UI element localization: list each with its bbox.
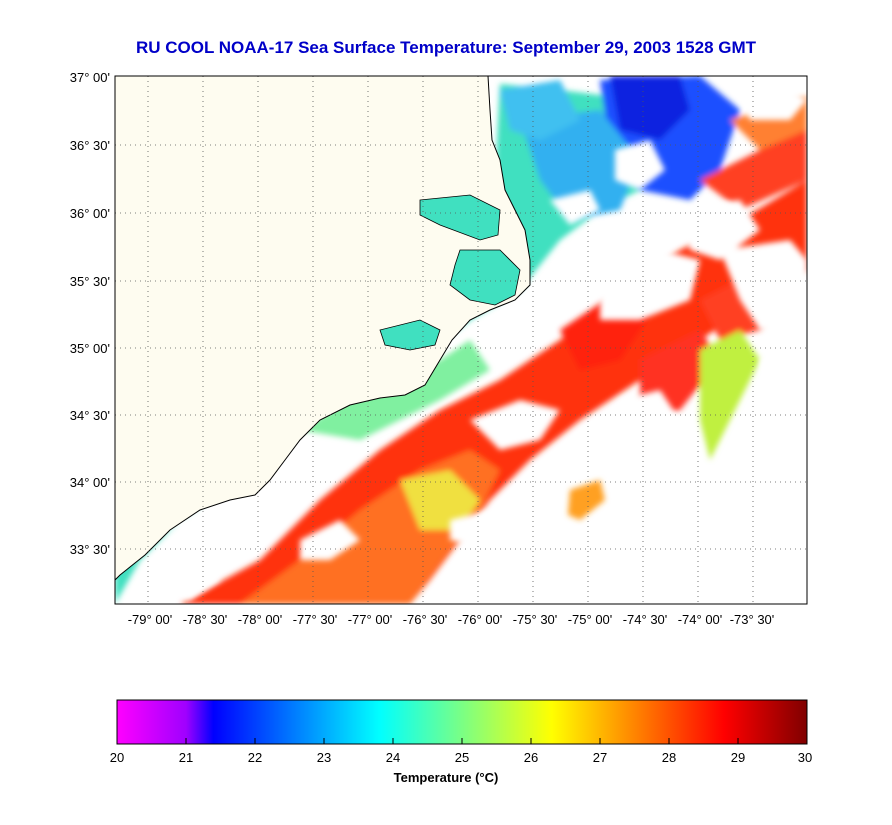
lon-label: -74° 00' bbox=[678, 612, 723, 627]
map-title: RU COOL NOAA-17 Sea Surface Temperature:… bbox=[135, 38, 757, 57]
lon-label: -76° 30' bbox=[403, 612, 448, 627]
lon-label: -77° 30' bbox=[293, 612, 338, 627]
lon-label: -77° 00' bbox=[348, 612, 393, 627]
sst-map bbox=[115, 76, 807, 604]
colorbar-tick-label: 29 bbox=[731, 750, 745, 765]
lon-label: -76° 00' bbox=[458, 612, 503, 627]
colorbar-ticks bbox=[116, 738, 808, 744]
colorbar-tick-label: 26 bbox=[524, 750, 538, 765]
colorbar-gradient bbox=[116, 699, 808, 745]
colorbar-tick-label: 28 bbox=[662, 750, 676, 765]
lon-label: -78° 30' bbox=[183, 612, 228, 627]
lat-label: 34° 30' bbox=[70, 408, 110, 423]
lat-label: 35° 30' bbox=[70, 274, 110, 289]
colorbar-tick-label: 27 bbox=[593, 750, 607, 765]
colorbar-label: Temperature (°C) bbox=[393, 770, 499, 785]
colorbar: 20 21 22 23 24 25 26 27 28 29 30 bbox=[110, 699, 812, 765]
colorbar-tick-label: 20 bbox=[110, 750, 124, 765]
lon-label: -74° 30' bbox=[623, 612, 668, 627]
lon-label: -73° 30' bbox=[730, 612, 775, 627]
lat-label: 36° 30' bbox=[70, 138, 110, 153]
cloud-cover bbox=[160, 90, 807, 600]
lat-label: 33° 30' bbox=[70, 542, 110, 557]
lat-label: 34° 00' bbox=[70, 475, 110, 490]
colorbar-tick-label: 23 bbox=[317, 750, 331, 765]
lat-label: 37° 00' bbox=[70, 70, 110, 85]
longitude-labels: -79° 00' -78° 30' -78° 00' -77° 30' -77°… bbox=[128, 612, 775, 627]
colorbar-tick-label: 25 bbox=[455, 750, 469, 765]
map-frame bbox=[114, 75, 808, 605]
lon-label: -78° 00' bbox=[238, 612, 283, 627]
lat-label: 36° 00' bbox=[70, 206, 110, 221]
colorbar-tick-label: 30 bbox=[798, 750, 812, 765]
colorbar-tick-label: 22 bbox=[248, 750, 262, 765]
latitude-labels: 37° 00' 36° 30' 36° 00' 35° 30' 35° 00' … bbox=[70, 70, 110, 557]
lon-label: -79° 00' bbox=[128, 612, 173, 627]
lon-label: -75° 30' bbox=[513, 612, 558, 627]
colorbar-tick-label: 21 bbox=[179, 750, 193, 765]
colorbar-tick-label: 24 bbox=[386, 750, 400, 765]
gridlines bbox=[115, 76, 807, 604]
lon-label: -75° 00' bbox=[568, 612, 613, 627]
lat-label: 35° 00' bbox=[70, 341, 110, 356]
